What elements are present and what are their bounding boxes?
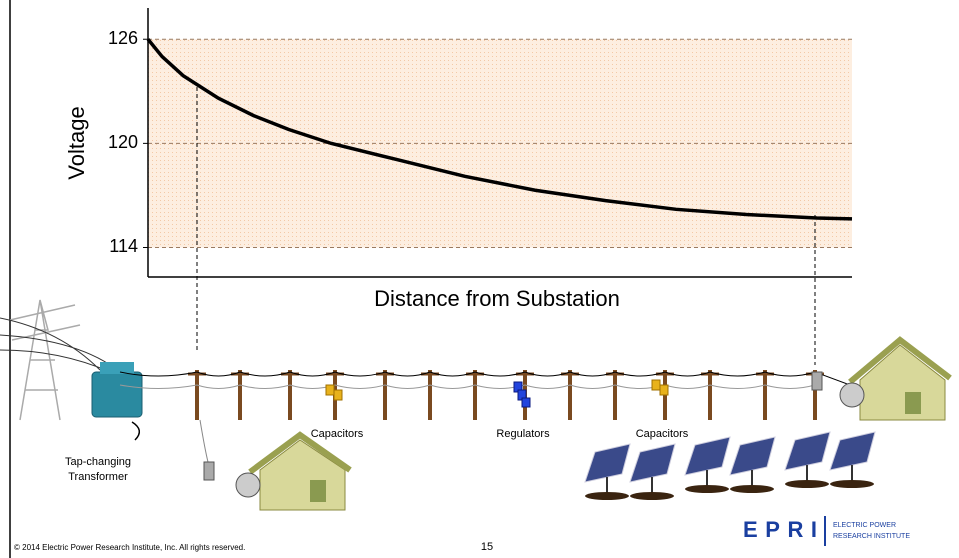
- panel-base: [730, 485, 774, 493]
- panel-base: [830, 480, 874, 488]
- panel-base: [685, 485, 729, 493]
- capacitor-label: Capacitors: [311, 428, 364, 440]
- institute-name: ELECTRIC POWER: [833, 522, 896, 529]
- y-tick-label: 126: [108, 28, 138, 48]
- transformer: [92, 362, 142, 440]
- regulator-label: Regulators: [496, 428, 550, 440]
- chart: 114 120 126: [108, 8, 852, 277]
- y-axis-label: Voltage: [64, 106, 89, 179]
- transformer-label: Transformer: [68, 471, 128, 483]
- panel-base: [785, 480, 829, 488]
- transformer-label: Tap-changing: [65, 456, 131, 468]
- solar-panel: [685, 437, 730, 475]
- poles: [120, 370, 850, 420]
- capacitor: [326, 385, 342, 400]
- wire: [120, 372, 850, 385]
- panel-base: [630, 492, 674, 500]
- copyright: © 2014 Electric Power Research Institute…: [14, 543, 245, 552]
- panel-base: [585, 492, 629, 500]
- capacitor-label: Capacitors: [636, 428, 689, 440]
- house: [812, 340, 950, 420]
- transmission-tower: [10, 300, 80, 420]
- slide: 114 120 126 Voltage Distance from Substati…: [0, 0, 959, 558]
- page-number: 15: [481, 541, 493, 553]
- solar-panel: [785, 432, 830, 470]
- solar-panel: [630, 444, 675, 482]
- solar-panel: [585, 444, 630, 482]
- x-axis-label: Distance from Substation: [374, 286, 620, 311]
- solar-panel: [730, 437, 775, 475]
- logo: EPRI: [743, 517, 817, 542]
- y-tick-label: 120: [108, 132, 138, 152]
- solar-panels: [585, 432, 875, 500]
- y-tick-label: 114: [109, 236, 138, 256]
- institute-name: RESEARCH INSTITUTE: [833, 533, 910, 540]
- solar-panel: [830, 432, 875, 470]
